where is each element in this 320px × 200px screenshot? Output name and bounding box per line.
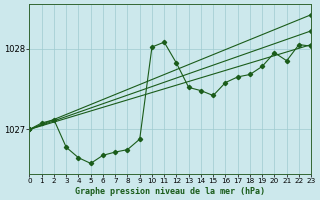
X-axis label: Graphe pression niveau de la mer (hPa): Graphe pression niveau de la mer (hPa) [75,187,265,196]
